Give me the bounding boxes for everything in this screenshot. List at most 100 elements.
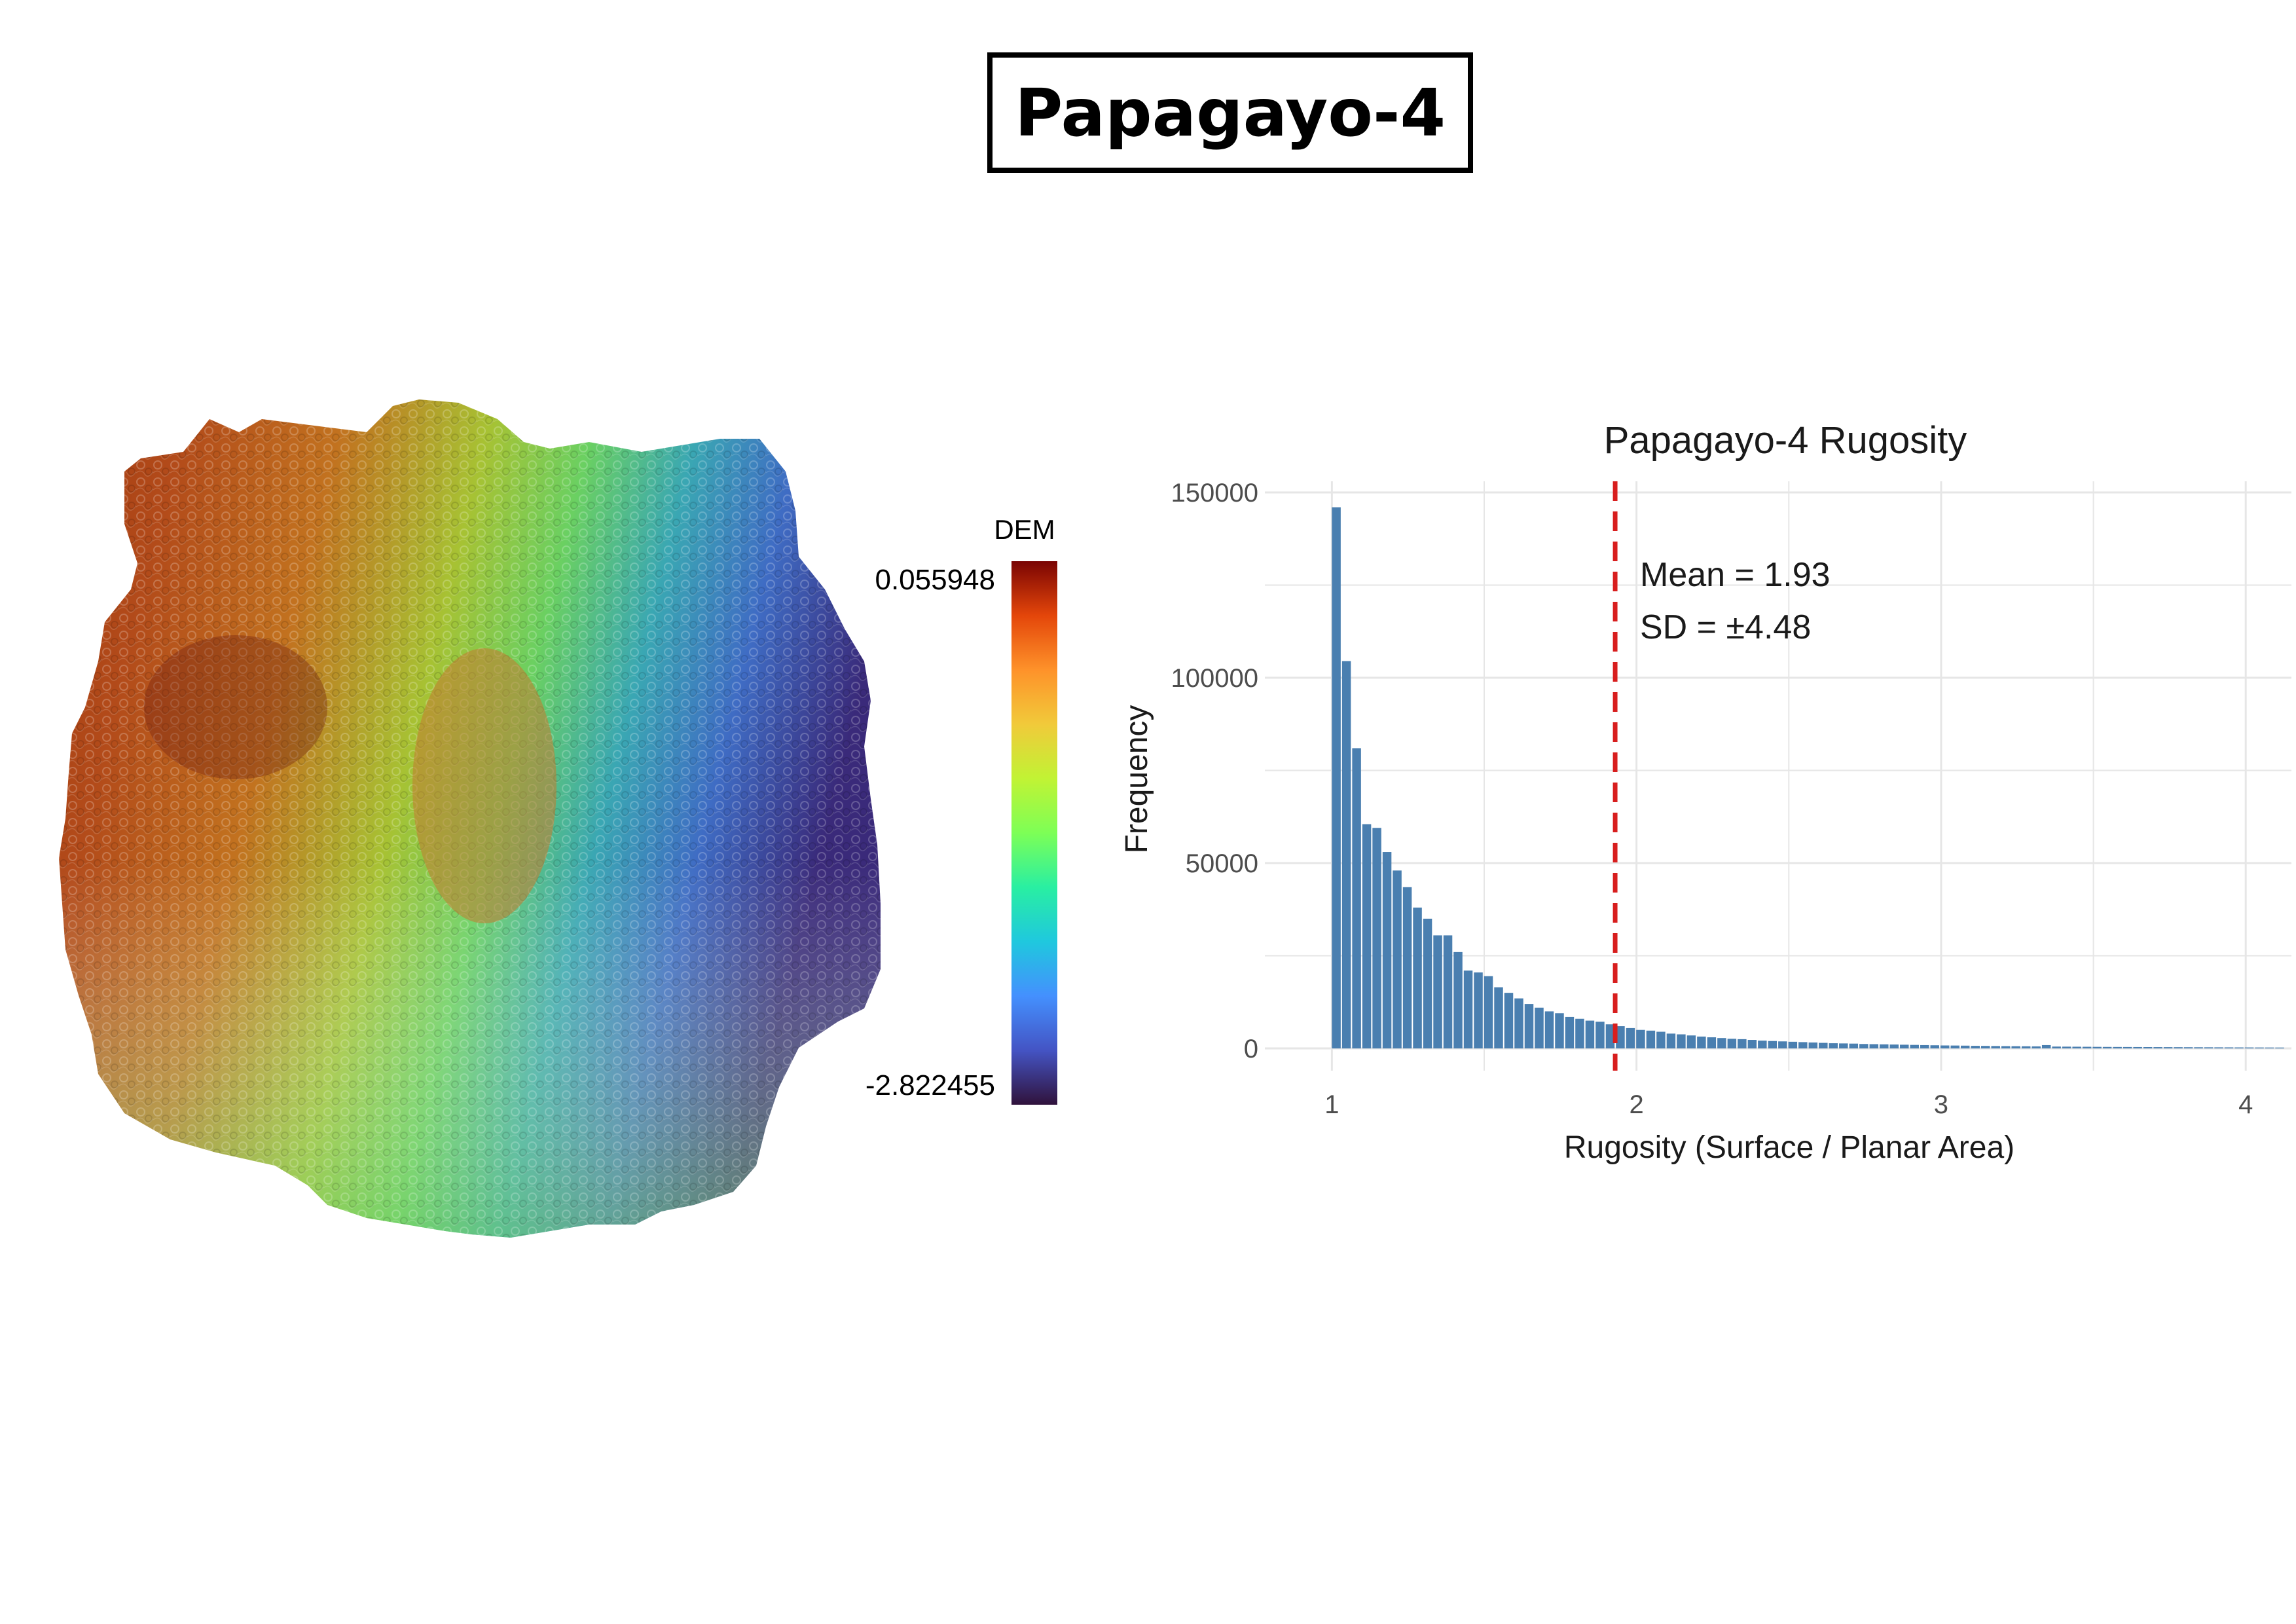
histogram-bar (1555, 1013, 1564, 1049)
histogram-bar (2032, 1046, 2041, 1049)
histogram-bar (1666, 1033, 1676, 1049)
histogram-bar (1930, 1045, 1939, 1049)
histogram-bar (1758, 1041, 1767, 1049)
histogram-bar (2082, 1046, 2092, 1049)
histogram-bar (1341, 661, 1351, 1049)
histogram-bar (1677, 1034, 1686, 1049)
histogram-bar (1900, 1044, 1909, 1049)
dem-legend-title: DEM (994, 514, 1055, 545)
histogram-bar (1738, 1039, 1747, 1049)
histogram-bar (1707, 1037, 1717, 1049)
histogram-bar (2001, 1046, 2011, 1049)
histogram-bar (2174, 1047, 2183, 1049)
histogram-bar (1504, 993, 1514, 1049)
histogram-bar (1717, 1038, 1726, 1049)
dem-high-patch (412, 648, 556, 923)
histogram-bar (2183, 1047, 2193, 1049)
histogram-bar (1605, 1024, 1615, 1049)
histogram-bar (1768, 1041, 1777, 1049)
histogram-bar (1747, 1040, 1757, 1049)
histogram-bar (1920, 1044, 1929, 1049)
histogram-bar (1819, 1043, 1828, 1049)
histogram-bar (1940, 1045, 1950, 1049)
histogram-bar (1494, 987, 1503, 1049)
histogram-bar (1971, 1046, 1980, 1049)
histogram-bar (1889, 1044, 1899, 1049)
histogram-bar (1859, 1044, 1868, 1049)
mean-annotation: Mean = 1.93 (1640, 556, 1831, 594)
histogram-bar (1514, 998, 1523, 1049)
histogram-bar (1453, 951, 1463, 1049)
histogram-bar (1839, 1043, 1848, 1049)
histogram-bar (1544, 1011, 1554, 1049)
histogram-bar (1991, 1046, 2000, 1049)
histogram-bar (2102, 1046, 2112, 1049)
histogram-bar (2194, 1047, 2203, 1049)
histogram-bar (1849, 1043, 1859, 1049)
histogram-bar (1616, 1026, 1625, 1049)
page-title: Papagayo-4 (1014, 74, 1446, 151)
y-axis-label: Frequency (1120, 705, 1154, 854)
histogram-bar (2153, 1047, 2162, 1049)
histogram-bar (2072, 1046, 2081, 1049)
histogram-bar (1443, 935, 1453, 1049)
histogram-bar (2052, 1046, 2061, 1049)
histogram-bar (1402, 887, 1412, 1049)
y-tick-label: 50000 (1186, 849, 1258, 878)
histogram-bar (1960, 1045, 1970, 1049)
histogram-bar (1980, 1046, 1990, 1049)
x-tick-label: 4 (2238, 1090, 2253, 1119)
histogram-bar (1423, 918, 1432, 1049)
histogram-bar (1626, 1027, 1635, 1049)
histogram-bar (2224, 1047, 2234, 1049)
histogram-bar (1535, 1007, 1544, 1049)
histogram-bar (1697, 1036, 1706, 1049)
histogram-bar (2204, 1047, 2214, 1049)
x-tick-label: 2 (1630, 1090, 1644, 1119)
histogram-bar (1362, 824, 1372, 1049)
y-tick-label: 150000 (1171, 479, 1258, 507)
histogram-bar (1636, 1029, 1645, 1049)
chart-title: Papagayo-4 Rugosity (1604, 419, 1967, 462)
x-tick-labels: 1 2 3 4 (1324, 1090, 2253, 1119)
histogram-bar (1910, 1044, 1920, 1049)
histogram-bar (2214, 1047, 2223, 1049)
histogram-bar (1585, 1020, 1595, 1049)
histogram-bar (1565, 1016, 1575, 1049)
x-axis-label: Rugosity (Surface / Planar Area) (1564, 1130, 2014, 1165)
rugosity-histogram: 1 2 3 4 0 50000 100000 150000 Papagayo-4 Rugos… (1120, 419, 2291, 1165)
dem-max-label: 0.055948 (875, 564, 995, 596)
x-tick-label: 3 (1934, 1090, 1948, 1119)
histogram-bar (1575, 1018, 1584, 1049)
histogram-bar (1686, 1035, 1696, 1049)
x-tick-label: 1 (1324, 1090, 1339, 1119)
sd-annotation: SD = ±4.48 (1640, 608, 1811, 646)
histogram-bar (1808, 1042, 1818, 1049)
page-title-box: Papagayo-4 (987, 52, 1473, 173)
histogram-bar (2234, 1047, 2244, 1049)
histogram-bar (1798, 1042, 1808, 1049)
histogram-bar (2021, 1046, 2031, 1049)
dem-min-label: -2.822455 (866, 1069, 995, 1101)
histogram-bar (1463, 970, 1473, 1049)
histogram-bar (1788, 1041, 1798, 1049)
histogram-bar (2123, 1046, 2132, 1049)
y-tick-labels: 0 50000 100000 150000 (1171, 479, 1258, 1063)
histogram-bar (1332, 507, 1341, 1049)
histogram-bar (1393, 870, 1402, 1049)
histogram-bar (1372, 828, 1381, 1049)
histogram-bar (2163, 1047, 2173, 1049)
y-tick-label: 100000 (1171, 664, 1258, 693)
y-tick-label: 0 (1244, 1035, 1258, 1063)
histogram-bar (1595, 1022, 1605, 1049)
histogram-bar (2092, 1046, 2102, 1049)
histogram-bar (2041, 1044, 2051, 1049)
histogram-bar (1474, 972, 1483, 1049)
histogram-bar (1433, 935, 1442, 1049)
histogram-bar (2011, 1046, 2020, 1049)
histogram-bar (2113, 1046, 2122, 1049)
histogram-bar (1656, 1031, 1666, 1049)
histogram-bar (1382, 852, 1392, 1049)
histogram-bar (1950, 1045, 1959, 1049)
dem-colorbar (1011, 561, 1057, 1105)
